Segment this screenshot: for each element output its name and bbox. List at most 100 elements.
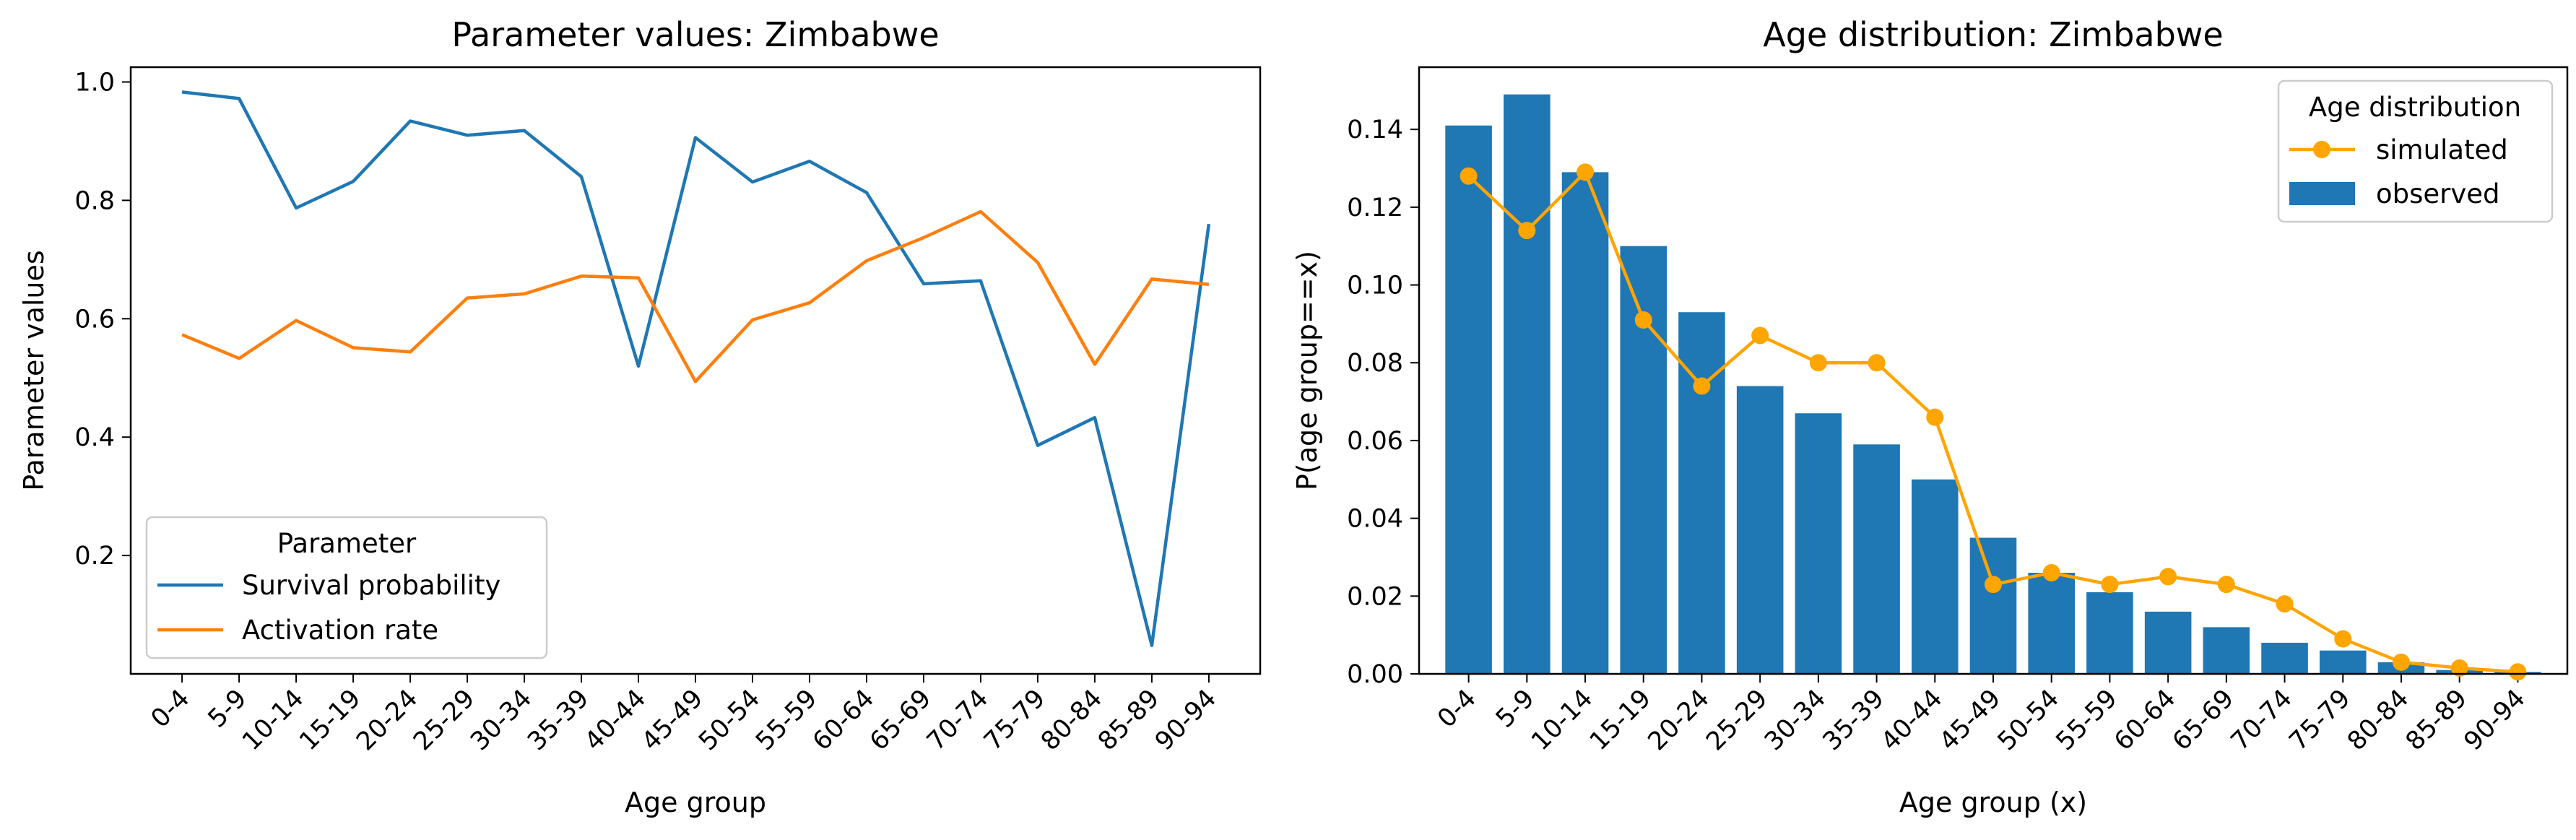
simulated-point [1751,326,1769,345]
right-y-tick-label: 0.08 [1347,349,1403,378]
right-x-tick-label: 30-34 [1759,684,1831,756]
observed-bar [2086,592,2133,674]
right-x-tick-label: 80-84 [2342,684,2414,756]
simulated-point [2159,568,2177,586]
observed-bar [2203,627,2250,674]
simulated-point [2334,630,2352,648]
left-legend: Parameter Survival probability Activatio… [145,516,548,659]
right-legend-title: Age distribution [2309,92,2521,123]
left-plot-frame [129,66,1262,675]
left-x-tick-label: 10-14 [237,684,309,756]
left-chart-title: Parameter values: Zimbabwe [451,15,939,54]
left-x-tick-label: 45-49 [636,684,708,756]
right-x-tick-label: 40-44 [1875,684,1948,756]
right-x-tick-label: 50-54 [1992,684,2065,756]
right-x-tick-label: 60-64 [2109,684,2181,756]
left-x-tick-label: 75-79 [979,684,1051,756]
simulated-point [1926,408,1944,426]
right-y-tick-label: 0.06 [1347,427,1403,456]
legend-observed-label: observed [2376,178,2500,209]
right-x-tick-label: 45-49 [1934,684,2006,756]
right-x-tick-label: 15-19 [1584,684,1657,756]
age-distribution-panel: Age distribution: Zimbabwe Age group (x)… [1291,15,2569,818]
observed-bar [2261,642,2308,674]
left-x-tick-label: 25-29 [408,684,480,756]
observed-bar [1912,479,1959,674]
left-x-tick-label: 70-74 [921,684,994,756]
simulated-point [2042,564,2060,581]
left-x-tick-label: 20-24 [351,684,423,756]
right-x-tick-label: 70-74 [2226,684,2298,756]
observed-bar [1445,125,1492,674]
observed-bar [1853,444,1900,674]
observed-bar [1504,94,1551,674]
left-legend-title: Parameter [277,528,417,559]
legend-simulated-marker [2313,141,2330,158]
activation-rate-line [181,209,1210,384]
observed-bar [1736,386,1784,674]
left-x-tick-label: 40-44 [579,684,651,756]
left-y-tick-label: 0.6 [74,305,115,334]
right-x-tick-label: 10-14 [1526,684,1598,756]
left-legend-box [145,516,548,659]
right-y-tick-label: 0.04 [1347,505,1403,534]
legend-simulated-label: simulated [2376,134,2508,165]
simulated-point [1577,163,1595,181]
survival-probability-line [181,90,1211,647]
right-y-tick-label: 0.00 [1347,660,1403,689]
left-y-axis-label: Parameter values [18,250,50,490]
simulated-point [2217,576,2235,594]
simulated-point [1634,311,1652,329]
right-x-tick-label: 55-59 [2051,684,2123,756]
simulated-point [1693,377,1711,395]
left-x-tick-label: 0-4 [146,684,196,734]
observed-bar [1969,537,2017,674]
left-x-tick-label: 55-59 [750,684,823,756]
right-y-tick-label: 0.12 [1347,194,1403,222]
legend-activation-label: Activation rate [242,615,438,646]
left-y-tick-label: 1.0 [74,68,115,97]
observed-bar [2319,650,2367,674]
right-x-tick-label: 85-89 [2401,684,2473,756]
right-y-tick-label: 0.14 [1347,116,1403,144]
left-x-tick-label: 65-69 [864,684,937,756]
simulated-point [1518,222,1536,240]
simulated-point [1809,354,1827,372]
legend-observed-swatch [2289,182,2355,205]
simulated-point [2450,659,2468,677]
legend-survival-label: Survival probability [242,570,500,601]
right-x-tick-label: 20-24 [1643,684,1715,756]
left-y-tick-label: 0.2 [74,542,115,571]
left-x-tick-label: 80-84 [1036,684,1108,756]
observed-bar [2144,611,2192,674]
observed-bar [2028,573,2075,674]
left-x-tick-label: 35-39 [522,684,594,756]
right-x-tick-label: 90-94 [2459,684,2531,756]
observed-bar [1620,246,1668,674]
parameter-values-panel: Parameter values: Zimbabwe Age group Par… [18,15,1262,818]
left-y-tick-label: 0.4 [74,423,115,452]
observed-bar [1561,172,1609,674]
right-x-tick-label: 25-29 [1701,684,1773,756]
observed-bar [1795,413,1842,674]
right-x-tick-label: 65-69 [2167,684,2239,756]
right-legend: Age distribution simulated observed [2277,79,2554,223]
right-y-tick-label: 0.02 [1347,582,1403,611]
simulated-point [2276,595,2294,613]
left-x-tick-label: 5-9 [203,684,253,734]
simulated-point [1868,354,1886,372]
right-y-axis-label: P(age group==x) [1291,251,1323,490]
simulated-point [2392,653,2410,671]
left-x-tick-label: 30-34 [465,684,537,756]
right-x-tick-label: 75-79 [2284,684,2356,756]
left-x-tick-label: 15-19 [294,684,366,756]
right-x-tick-label: 35-39 [1818,684,1890,756]
simulated-point [1460,167,1478,185]
left-x-tick-label: 60-64 [807,684,880,756]
right-plot-frame [1418,66,2569,675]
right-x-axis-label: Age group (x) [1899,787,2087,818]
right-y-tick-label: 0.10 [1347,272,1403,300]
simulated-point [2509,663,2527,681]
right-x-tick-label: 0-4 [1432,684,1482,734]
left-x-axis-label: Age group [625,787,766,818]
